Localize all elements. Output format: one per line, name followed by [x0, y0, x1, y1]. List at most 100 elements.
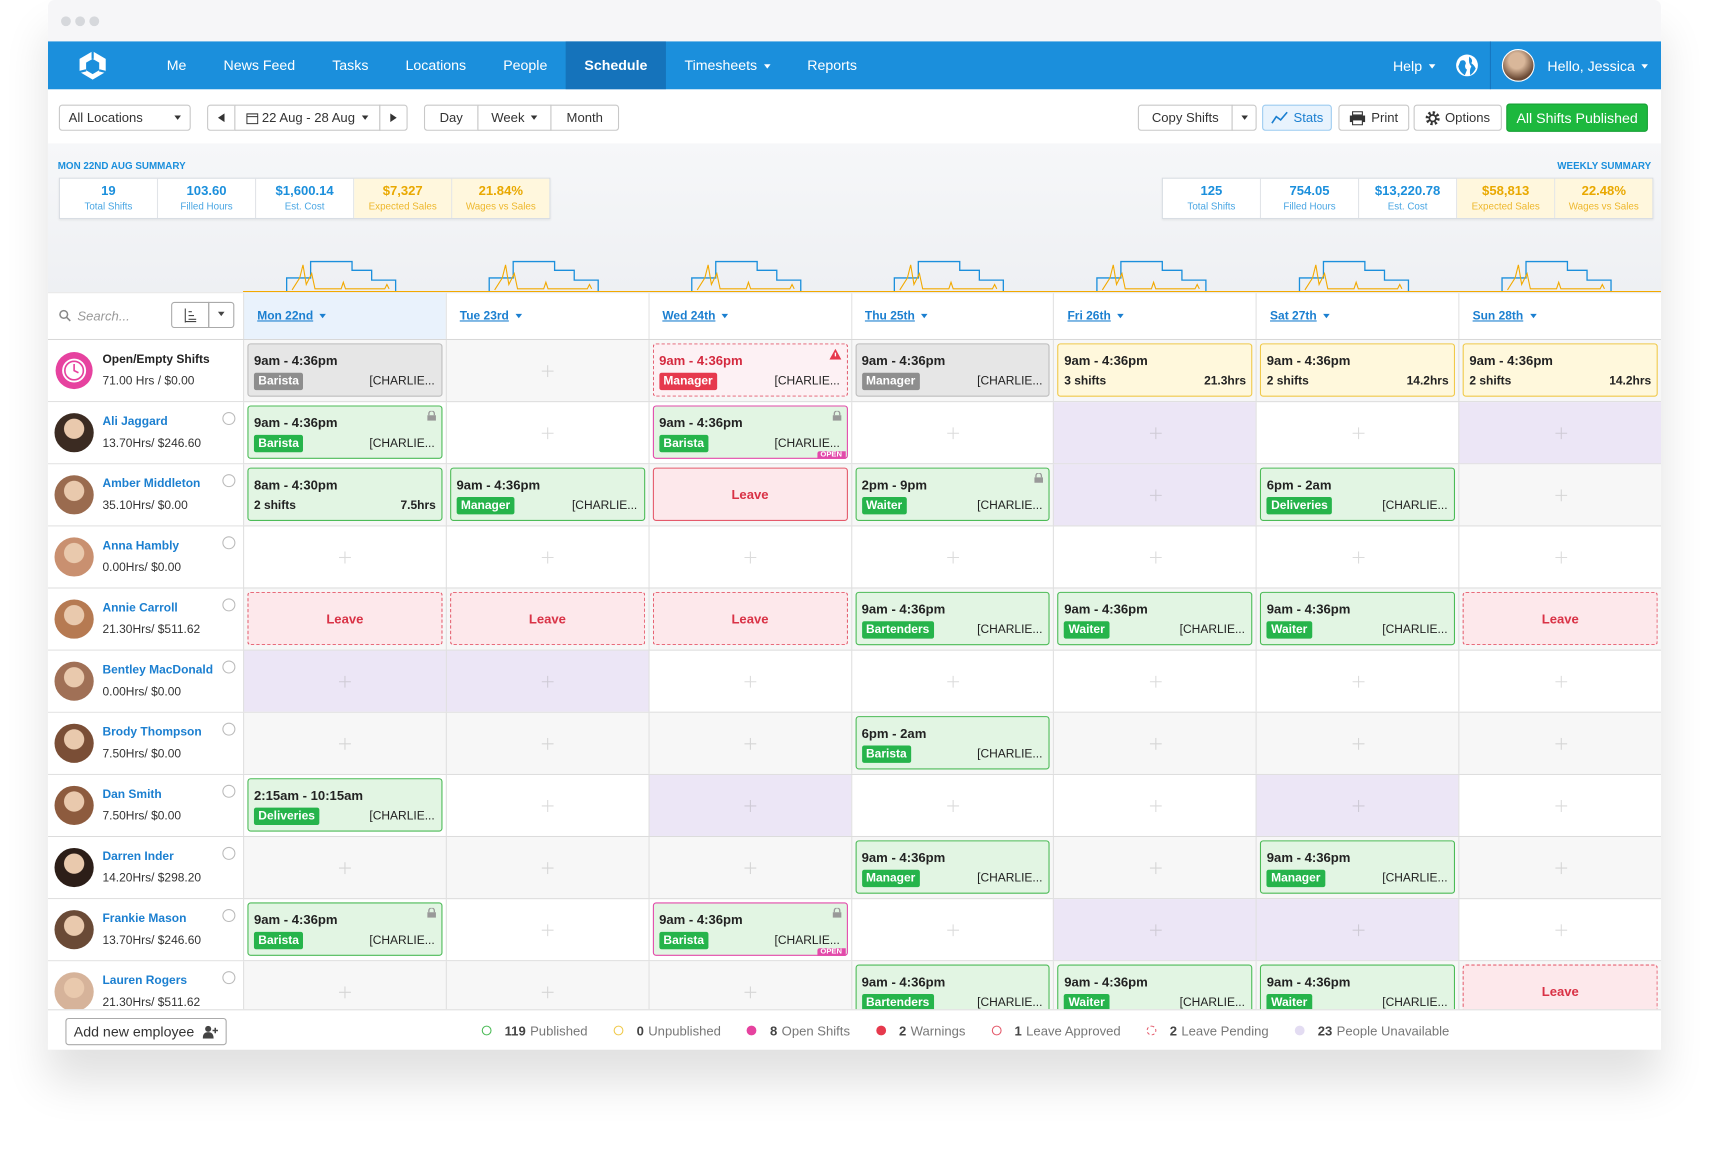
publish-button[interactable]: All Shifts Published — [1506, 103, 1648, 132]
shift-card[interactable]: 9am - 4:36pm 2 shifts 14.2hrs — [1462, 343, 1658, 397]
day-link[interactable]: Fri 26th — [1067, 310, 1124, 323]
day-cell[interactable] — [243, 712, 446, 774]
shift-card[interactable]: 9am - 4:36pm Waiter [CHARLIE... — [1057, 964, 1253, 1010]
day-link[interactable]: Thu 25th — [865, 310, 928, 323]
day-cell[interactable]: 9am - 4:36pm Manager [CHARLIE... — [850, 340, 1054, 402]
nav-item[interactable]: Reports — [789, 41, 876, 89]
nav-item[interactable]: People — [485, 41, 566, 89]
day-cell[interactable]: Leave — [445, 588, 649, 650]
day-cell[interactable]: 9am - 4:36pm Manager [CHARLIE... — [850, 837, 1054, 899]
shift-card[interactable]: 9am - 4:36pm Barista [CHARLIE... OPEN — [652, 902, 848, 956]
nav-item[interactable]: Me — [148, 41, 205, 89]
sort-dropdown[interactable] — [208, 301, 235, 329]
day-cell[interactable]: 9am - 4:36pm Manager [CHARLIE... — [445, 464, 649, 526]
day-cell[interactable] — [1255, 526, 1459, 588]
day-cell[interactable] — [1053, 774, 1256, 836]
day-cell[interactable] — [243, 526, 446, 588]
nav-item[interactable]: News Feed — [205, 41, 314, 89]
day-cell[interactable] — [445, 712, 649, 774]
shift-card[interactable]: 6pm - 2am Barista [CHARLIE... — [855, 716, 1051, 770]
day-cell[interactable]: 9am - 4:36pm Barista [CHARLIE... — [243, 899, 446, 961]
day-cell[interactable] — [648, 961, 851, 1010]
user-menu[interactable]: Hello, Jessica — [1547, 57, 1648, 74]
leave-card[interactable]: Leave — [652, 591, 848, 646]
employee-name[interactable]: Frankie Mason — [102, 912, 187, 926]
location-select[interactable]: All Locations — [58, 104, 191, 131]
day-cell[interactable] — [445, 774, 649, 836]
day-cell[interactable] — [1053, 464, 1256, 526]
day-cell[interactable]: 9am - 4:36pm Waiter [CHARLIE... — [1053, 588, 1256, 650]
day-cell[interactable] — [445, 340, 649, 402]
day-cell[interactable] — [850, 774, 1054, 836]
day-cell[interactable]: 9am - 4:36pm Waiter [CHARLIE... — [1255, 588, 1459, 650]
date-range[interactable]: 22 Aug - 28 Aug — [234, 104, 381, 131]
day-cell[interactable] — [1053, 899, 1256, 961]
day-link[interactable]: Sat 27th — [1270, 310, 1330, 323]
day-cell[interactable] — [1458, 464, 1662, 526]
day-link[interactable]: Tue 23rd — [460, 310, 522, 323]
next-week[interactable] — [379, 104, 408, 131]
day-cell[interactable] — [1255, 712, 1459, 774]
day-cell[interactable] — [850, 402, 1054, 464]
view-button[interactable]: Week — [477, 104, 552, 131]
row-menu[interactable] — [222, 536, 236, 550]
day-cell[interactable] — [445, 526, 649, 588]
day-cell[interactable] — [1053, 402, 1256, 464]
day-cell[interactable]: 9am - 4:36pm Bartenders [CHARLIE... — [850, 588, 1054, 650]
prev-week[interactable] — [207, 104, 236, 131]
day-cell[interactable] — [850, 526, 1054, 588]
day-cell[interactable]: 9am - 4:36pm Manager [CHARLIE... — [648, 340, 851, 402]
employee-name[interactable]: Annie Carroll — [102, 601, 178, 615]
row-menu[interactable] — [222, 660, 236, 674]
day-cell[interactable] — [648, 526, 851, 588]
day-cell[interactable]: 6pm - 2am Barista [CHARLIE... — [850, 712, 1054, 774]
shift-card[interactable]: 9am - 4:36pm Barista [CHARLIE... — [247, 343, 443, 397]
day-cell[interactable] — [850, 650, 1054, 712]
shift-card[interactable]: 9am - 4:36pm Bartenders [CHARLIE... — [855, 964, 1051, 1010]
day-cell[interactable] — [243, 961, 446, 1010]
employee-name[interactable]: Brody Thompson — [102, 725, 202, 739]
shift-card[interactable]: 2pm - 9pm Waiter [CHARLIE... — [855, 467, 1051, 521]
day-cell[interactable]: Leave — [243, 588, 446, 650]
day-cell[interactable] — [1458, 899, 1661, 961]
day-cell[interactable]: 9am - 4:36pm Bartenders [CHARLIE... — [850, 961, 1054, 1010]
leave-card[interactable]: Leave — [652, 467, 848, 521]
shift-card[interactable]: 9am - 4:36pm Manager [CHARLIE... — [855, 343, 1051, 397]
day-cell[interactable]: 2:15am - 10:15am Deliveries [CHARLIE... — [243, 774, 446, 836]
view-button[interactable]: Month — [550, 104, 620, 131]
day-cell[interactable] — [1053, 650, 1256, 712]
leave-card[interactable]: Leave — [449, 591, 645, 646]
day-cell[interactable]: 9am - 4:36pm Barista [CHARLIE... — [243, 402, 446, 464]
day-cell[interactable] — [1255, 650, 1459, 712]
row-menu[interactable] — [222, 908, 236, 923]
employee-name[interactable]: Anna Hambly — [102, 539, 180, 553]
copy-dropdown[interactable] — [1231, 104, 1257, 131]
shift-card[interactable]: 8am - 4:30pm 2 shifts 7.5hrs — [247, 467, 443, 521]
shift-card[interactable]: 9am - 4:36pm 2 shifts 14.2hrs — [1260, 343, 1456, 397]
day-cell[interactable] — [445, 402, 649, 464]
day-cell[interactable]: Leave — [648, 464, 851, 526]
sort-button[interactable] — [171, 301, 210, 329]
shift-card[interactable]: 9am - 4:36pm Barista [CHARLIE... — [247, 405, 443, 459]
shift-card[interactable]: 9am - 4:36pm Barista [CHARLIE... OPEN — [652, 405, 848, 459]
day-cell[interactable] — [1458, 526, 1661, 588]
day-cell[interactable] — [850, 899, 1054, 961]
row-menu[interactable] — [222, 598, 236, 612]
day-cell[interactable] — [445, 961, 649, 1010]
day-cell[interactable] — [1458, 712, 1662, 774]
copy-shifts[interactable]: Copy Shifts — [1137, 104, 1233, 131]
shift-card[interactable]: 9am - 4:36pm Manager [CHARLIE... — [652, 343, 848, 397]
leave-card[interactable]: Leave — [1462, 964, 1658, 1010]
day-cell[interactable] — [445, 650, 649, 712]
day-cell[interactable] — [1458, 774, 1661, 836]
stats-button[interactable]: Stats — [1262, 104, 1332, 131]
day-cell[interactable] — [445, 837, 649, 899]
shift-card[interactable]: 2:15am - 10:15am Deliveries [CHARLIE... — [247, 778, 443, 832]
help-menu[interactable]: Help — [1393, 57, 1436, 74]
add-employee-button[interactable]: Add new employee — [65, 1017, 227, 1046]
day-cell[interactable] — [1255, 774, 1459, 836]
row-menu[interactable] — [222, 846, 236, 860]
print-button[interactable]: Print — [1338, 104, 1410, 131]
day-cell[interactable] — [1255, 899, 1459, 961]
leave-card[interactable]: Leave — [1462, 591, 1658, 646]
